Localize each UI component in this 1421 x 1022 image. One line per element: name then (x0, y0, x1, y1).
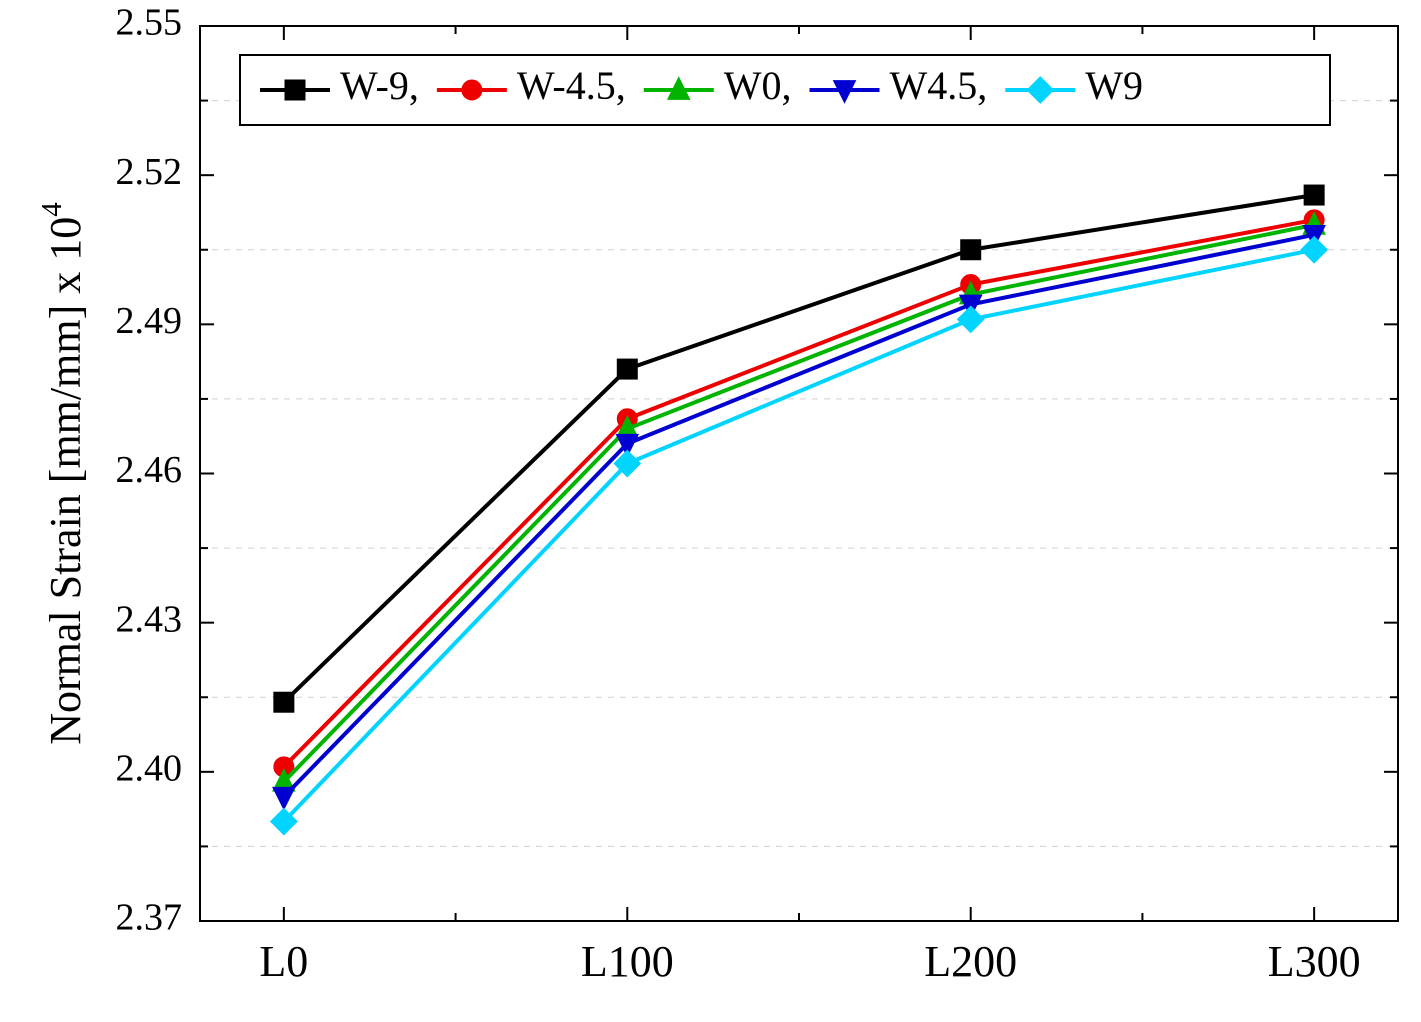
x-tick-label: L200 (924, 937, 1017, 986)
y-tick-label: 2.43 (116, 598, 183, 640)
chart-svg: 2.37 2.40 2.43 2.46 2.49 2.52 2.55 L0 L100 L200 L3… (0, 0, 1421, 1022)
y-tick-label: 2.49 (116, 300, 183, 342)
strain-chart: 2.37 2.40 2.43 2.46 2.49 2.52 2.55 L0 L100 L200 L3… (0, 0, 1421, 1022)
x-tick-label: L0 (259, 937, 308, 986)
y-tick-label: 2.37 (116, 897, 183, 939)
legend-label: W4.5, (890, 63, 988, 108)
svg-text:Normal Strain [mm/mm] x 104: Normal Strain [mm/mm] x 104 (36, 202, 90, 745)
x-tick-label: L300 (1268, 937, 1361, 986)
y-tick-label: 2.40 (116, 748, 183, 790)
legend-label: W-9, (340, 63, 419, 108)
legend: W-9, W-4.5, W0, W4.5, W9 (240, 55, 1330, 125)
legend-label: W-4.5, (517, 63, 626, 108)
legend-label: W0, (724, 63, 792, 108)
x-tick-label: L100 (581, 937, 674, 986)
y-tick-label: 2.55 (116, 2, 183, 44)
y-axis-title: Normal Strain [mm/mm] x 104 (36, 202, 90, 745)
legend-label: W9 (1085, 63, 1143, 108)
y-tick-label: 2.46 (116, 449, 183, 491)
y-tick-label: 2.52 (116, 151, 183, 193)
